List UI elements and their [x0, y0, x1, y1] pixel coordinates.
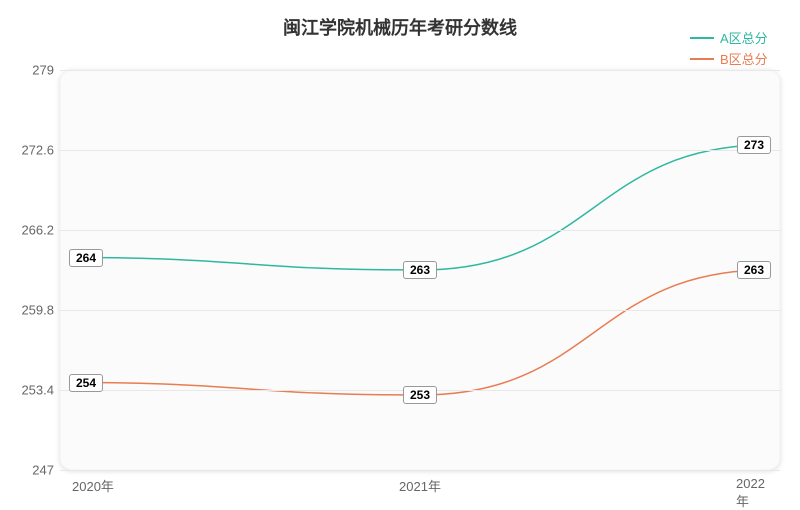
legend-label-a: A区总分 — [720, 28, 768, 47]
data-label: 273 — [737, 136, 771, 154]
x-axis-label: 2022年 — [736, 476, 768, 510]
y-axis-label: 272.6 — [21, 143, 54, 158]
plot-area: 264 263 273 254 253 263 — [60, 70, 780, 470]
series-line — [72, 270, 768, 395]
legend-item-a: A区总分 — [690, 28, 768, 47]
series-line — [72, 145, 768, 270]
legend-item-b: B区总分 — [690, 49, 768, 68]
data-label: 264 — [69, 249, 103, 267]
chart-container: 闽江学院机械历年考研分数线 A区总分 B区总分 2642632732542532… — [0, 0, 800, 500]
gridline — [60, 150, 780, 151]
chart-title: 闽江学院机械历年考研分数线 — [0, 14, 800, 40]
x-axis-label: 2021年 — [399, 476, 441, 495]
gridline — [60, 70, 780, 71]
y-axis-label: 266.2 — [21, 223, 54, 238]
y-axis-label: 259.8 — [21, 303, 54, 318]
gridline — [60, 310, 780, 311]
data-label: 263 — [737, 261, 771, 279]
gridline — [60, 230, 780, 231]
y-axis-label: 279 — [32, 63, 54, 78]
legend: A区总分 B区总分 — [690, 28, 768, 70]
gridline — [60, 470, 780, 471]
legend-label-b: B区总分 — [720, 49, 768, 68]
legend-swatch-a — [690, 37, 714, 39]
data-label: 253 — [403, 386, 437, 404]
data-label: 263 — [403, 261, 437, 279]
x-axis-label: 2020年 — [72, 476, 114, 495]
y-axis-label: 247 — [32, 463, 54, 478]
y-axis-label: 253.4 — [21, 383, 54, 398]
data-label: 254 — [69, 374, 103, 392]
legend-swatch-b — [690, 58, 714, 60]
